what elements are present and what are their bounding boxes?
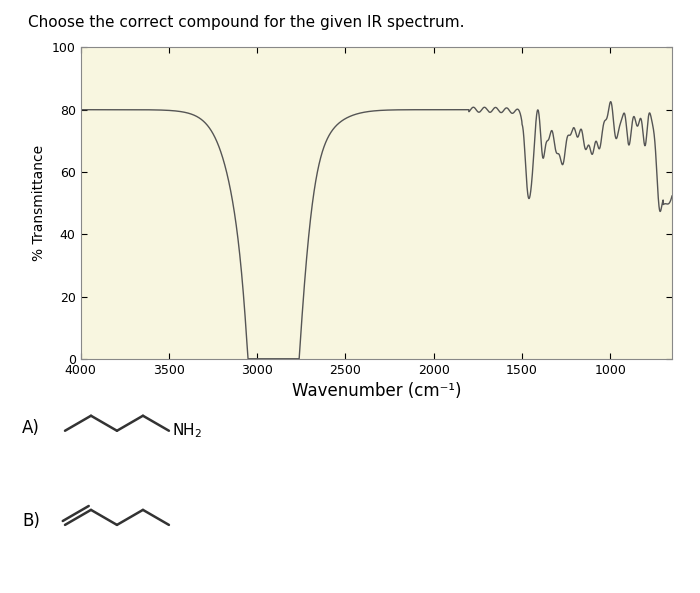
Text: Choose the correct compound for the given IR spectrum.: Choose the correct compound for the give… bbox=[28, 15, 465, 30]
Text: B): B) bbox=[22, 512, 40, 530]
X-axis label: Wavenumber (cm⁻¹): Wavenumber (cm⁻¹) bbox=[291, 382, 461, 400]
Text: NH$_2$: NH$_2$ bbox=[172, 422, 202, 440]
Text: A): A) bbox=[22, 419, 40, 437]
Y-axis label: % Transmittance: % Transmittance bbox=[32, 145, 46, 261]
